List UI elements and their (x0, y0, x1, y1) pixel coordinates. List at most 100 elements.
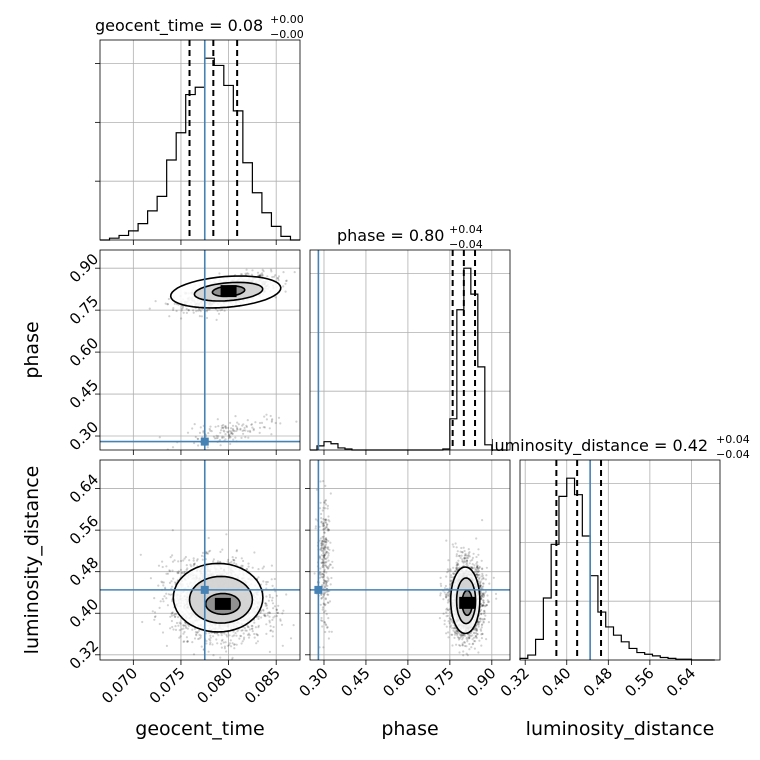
sample-point (167, 297, 170, 301)
sample-point (162, 600, 165, 603)
sample-point (198, 308, 201, 311)
sample-point (248, 634, 251, 637)
sample-point (245, 568, 248, 571)
sample-point (189, 563, 192, 566)
sample-point (182, 624, 185, 627)
sample-point (171, 554, 174, 557)
sample-point (226, 430, 229, 433)
sample-point (275, 594, 278, 597)
sample-point (279, 618, 282, 621)
sample-point (277, 416, 281, 419)
sample-point (474, 568, 477, 572)
sample-point (168, 570, 171, 573)
sample-point (257, 615, 260, 618)
sample-point (154, 615, 157, 618)
sample-point (494, 592, 498, 596)
contour-line (169, 275, 282, 309)
sample-point (271, 602, 275, 605)
sample-point (450, 620, 453, 623)
sample-point (262, 614, 266, 617)
sample-point (222, 426, 225, 429)
sample-point (161, 581, 164, 584)
truth-marker (200, 585, 209, 594)
sample-point (473, 632, 476, 635)
sample-point (449, 583, 452, 586)
sample-point (471, 567, 474, 570)
sample-point (480, 637, 483, 640)
sample-point (170, 580, 173, 583)
sample-point (235, 549, 238, 552)
sample-point (234, 425, 237, 428)
sample-point (177, 616, 180, 619)
sample-point (157, 564, 161, 567)
sample-point (224, 427, 228, 430)
sample-point (445, 596, 448, 599)
sample-point (481, 604, 485, 607)
sample-point (190, 565, 193, 568)
sample-point (477, 625, 480, 628)
sample-point (485, 566, 488, 569)
sample-point (247, 632, 250, 635)
sample-point (159, 600, 162, 603)
sample-point (217, 425, 220, 428)
sample-point (246, 272, 249, 275)
sample-point (171, 569, 174, 572)
sample-point (229, 639, 232, 642)
sample-point (444, 584, 447, 588)
sample-point (449, 569, 452, 572)
sample-point (208, 643, 212, 646)
sample-point (198, 629, 201, 632)
sample-point (476, 566, 479, 569)
sample-point (182, 624, 185, 627)
sample-point (293, 271, 296, 274)
sample-point (199, 636, 202, 639)
sample-point (178, 629, 181, 632)
sample-point (250, 627, 253, 630)
sample-point (247, 562, 250, 565)
sample-point (222, 641, 225, 644)
sample-point (264, 615, 267, 618)
sample-point (235, 550, 238, 553)
sample-point (254, 421, 257, 424)
sample-point (481, 618, 484, 621)
sample-point (193, 423, 196, 426)
sample-point (455, 546, 458, 549)
sample-point (162, 581, 165, 584)
sample-point (464, 552, 467, 555)
sample-point (282, 285, 285, 288)
title-phase-minus: −0.04 (449, 238, 483, 251)
sample-point (139, 553, 142, 556)
sample-point (455, 632, 458, 635)
sample-point (265, 623, 268, 626)
sample-point (173, 581, 177, 584)
sample-point (261, 273, 264, 276)
sample-point (171, 529, 174, 532)
sample-point (185, 307, 188, 311)
sample-point (216, 436, 219, 439)
sample-point (484, 614, 487, 617)
sample-point (222, 436, 225, 439)
title-luminosity-distance-plus: +0.04 (716, 433, 750, 446)
sample-point (251, 627, 254, 630)
sample-point (475, 628, 478, 632)
sample-point (233, 647, 236, 650)
sample-point (250, 423, 253, 426)
sample-point (480, 594, 483, 597)
title-luminosity-distance: luminosity_distance = 0.42 (490, 436, 708, 456)
sample-point (461, 634, 464, 637)
sample-point (257, 568, 260, 571)
sample-point (209, 641, 212, 644)
sample-point (315, 624, 317, 626)
sample-point (222, 423, 225, 427)
sample-point (186, 431, 190, 434)
sample-point (461, 643, 464, 647)
sample-point (251, 426, 254, 429)
sample-point (209, 636, 212, 639)
sample-point (185, 636, 188, 639)
sample-point (223, 430, 226, 433)
sample-point (446, 614, 450, 617)
sample-point (184, 625, 187, 628)
sample-point (462, 561, 465, 564)
axes-frame (99, 39, 301, 241)
sample-point (200, 554, 204, 558)
